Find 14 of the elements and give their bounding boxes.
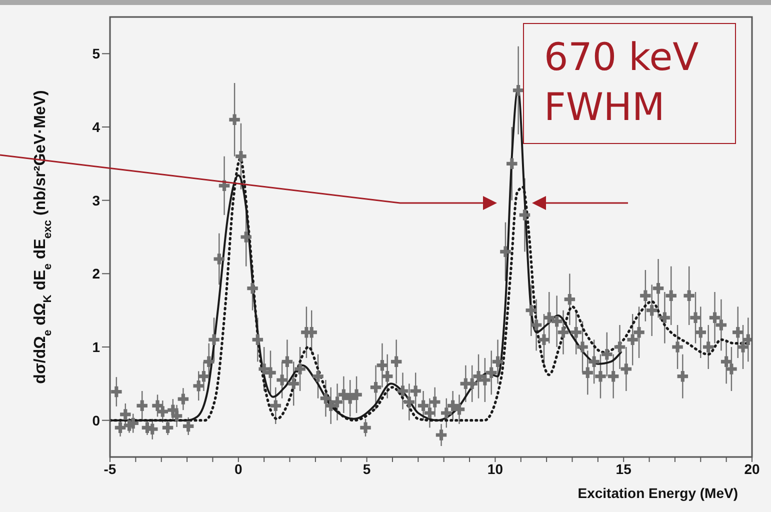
y-tick-label: 4 — [92, 118, 100, 135]
x-axis-title: Excitation Energy (MeV) — [578, 485, 738, 501]
y-tick-label: 1 — [92, 338, 100, 355]
x-tick-label: 5 — [362, 460, 371, 477]
x-tick-label: 0 — [234, 460, 242, 477]
x-tick-label: 20 — [744, 460, 760, 477]
annotation: 670 keV FWHM — [523, 23, 736, 144]
y-tick-label: 3 — [92, 192, 100, 208]
x-tick-label: 15 — [616, 460, 632, 477]
x-tick-label: 10 — [487, 460, 504, 477]
y-tick-label: 0 — [92, 412, 100, 428]
y-tick-label: 5 — [92, 46, 100, 62]
y-tick-label: 2 — [92, 266, 100, 282]
x-tick-label: -5 — [104, 460, 116, 477]
